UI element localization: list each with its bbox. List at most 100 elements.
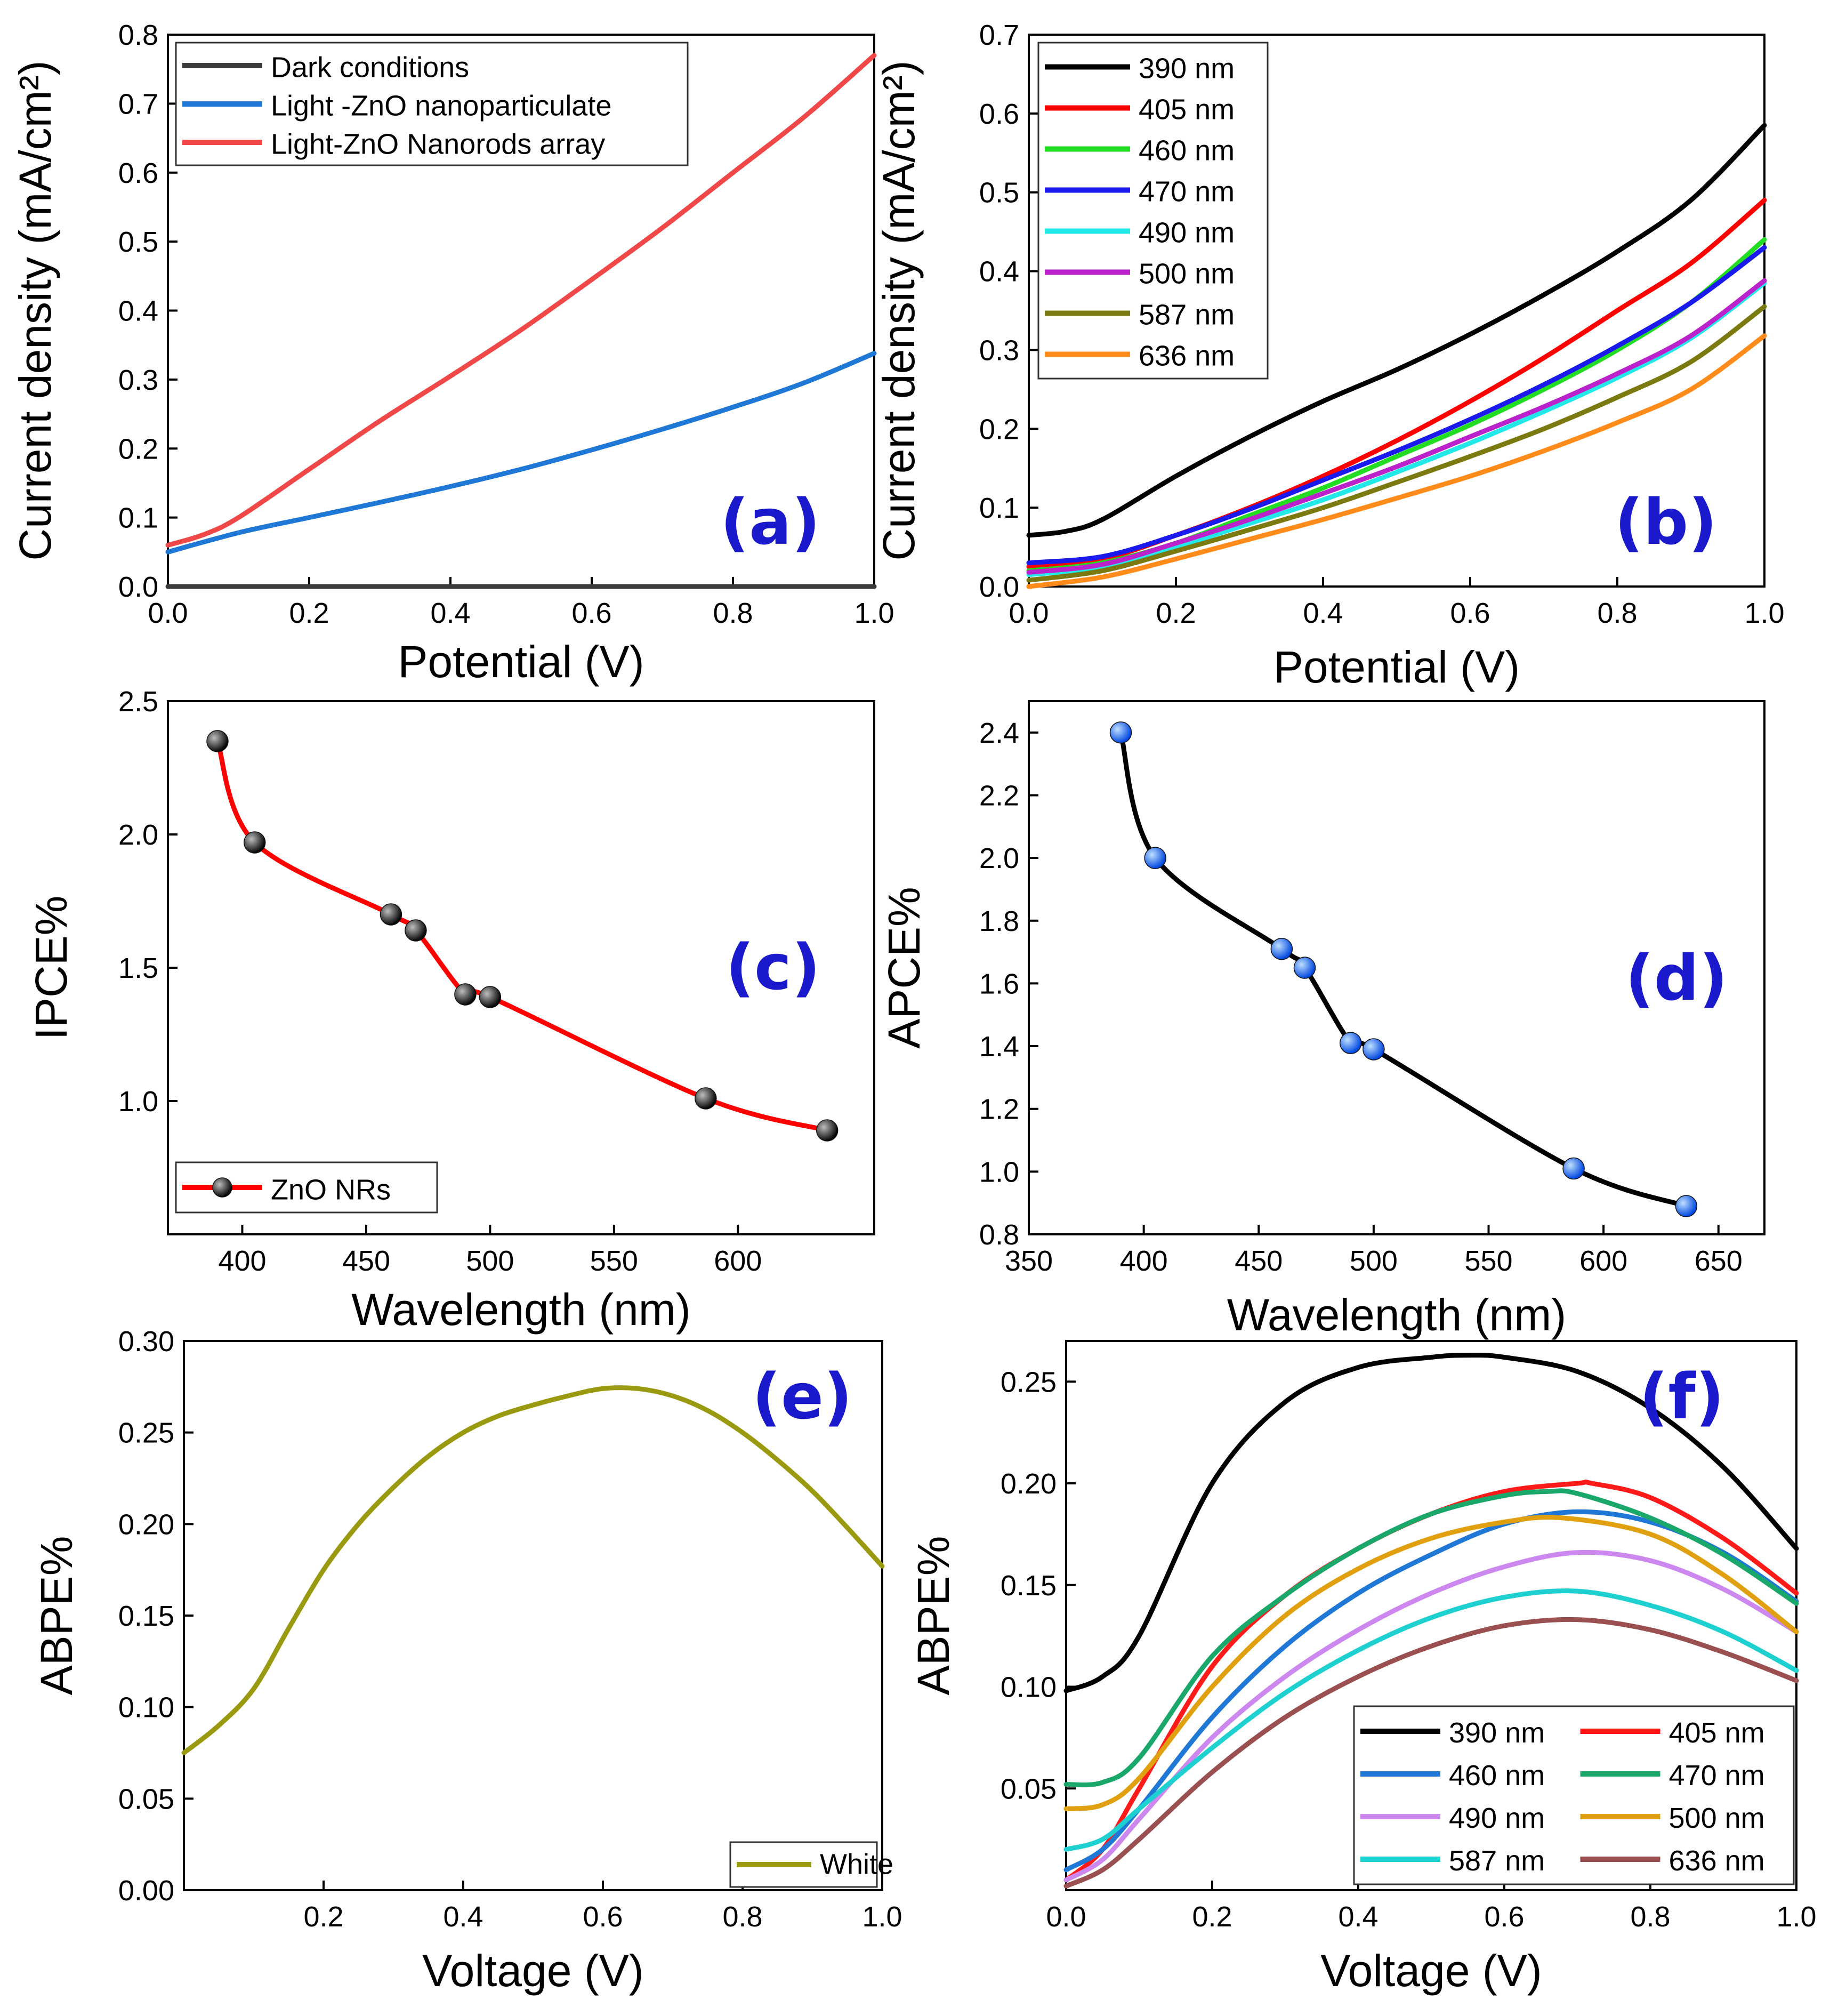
series-line xyxy=(1026,304,1767,583)
legend-label: 470 nm xyxy=(1139,175,1235,207)
y-tick-label: 0.05 xyxy=(1001,1773,1057,1805)
series-500-nm xyxy=(1063,1515,1799,1811)
series-line xyxy=(165,53,877,548)
series-white xyxy=(181,1385,885,1755)
x-tick-label: 550 xyxy=(590,1245,638,1277)
panel-e: 0.2 0.4 0.6 0.8 1.0 0.00 0.05 0.10 0.15 0.20 0.25 0… xyxy=(31,1326,902,1996)
y-tick-label: 2.2 xyxy=(979,780,1019,812)
series-470-nm xyxy=(1063,1488,1799,1788)
x-tick-label: 650 xyxy=(1695,1245,1743,1277)
legend-label: 587 nm xyxy=(1449,1845,1545,1877)
panel-b: 0.0 0.2 0.4 0.6 0.8 1.0 0.0 0.1 0.2 0.3 0.4 0.5 0.6 0… xyxy=(874,19,1785,692)
series-390-nm xyxy=(1026,123,1767,538)
legend-label: 500 nm xyxy=(1669,1802,1765,1834)
x-tick-label: 500 xyxy=(466,1245,514,1277)
series-line xyxy=(181,1385,885,1755)
series-500-nm xyxy=(1026,278,1767,575)
legend-label: ZnO NRs xyxy=(271,1174,391,1206)
legend-label: 460 nm xyxy=(1139,134,1235,166)
series-line xyxy=(1063,1617,1799,1889)
legend-label: 587 nm xyxy=(1139,299,1235,331)
x-axis-title: Potential (V) xyxy=(398,637,644,687)
series-587-nm xyxy=(1026,304,1767,583)
y-tick-label: 0.4 xyxy=(118,295,158,327)
x-tick-label: 0.6 xyxy=(1450,597,1490,629)
x-axis-title: Potential (V) xyxy=(1273,642,1520,692)
x-tick-label: 0.4 xyxy=(1303,597,1343,629)
panel-label: (a) xyxy=(720,485,820,559)
y-tick-label: 0.20 xyxy=(118,1508,174,1540)
y-tick-label: 0.1 xyxy=(979,492,1019,524)
series-light-zno-nanorods-array xyxy=(165,53,877,548)
y-axis-title: Current density (mA/cm²) xyxy=(10,60,60,560)
y-tick-label: 1.5 xyxy=(118,952,158,984)
x-tick-label: 0.4 xyxy=(430,597,470,629)
series-636-nm xyxy=(1063,1617,1799,1889)
data-point xyxy=(1675,1195,1698,1217)
series-line xyxy=(1063,1549,1799,1883)
legend-label: White xyxy=(820,1848,893,1880)
data-point xyxy=(1270,937,1293,960)
x-tick-label: 500 xyxy=(1350,1245,1398,1277)
y-axis-title: IPCE% xyxy=(26,896,76,1040)
x-tick-label: 1.0 xyxy=(862,1901,902,1933)
series-line xyxy=(1063,1515,1799,1811)
legend-label: Light -ZnO nanoparticulate xyxy=(271,90,611,122)
series-390-nm xyxy=(1063,1353,1799,1693)
series-490-nm xyxy=(1026,280,1767,577)
x-tick-label: 400 xyxy=(1120,1245,1168,1277)
legend-label: 470 nm xyxy=(1669,1760,1765,1792)
y-axis-title: APCE% xyxy=(879,887,929,1048)
y-tick-label: 1.8 xyxy=(979,905,1019,937)
panel-f: 0.0 0.2 0.4 0.6 0.8 1.0 0.05 0.10 0.15 0.20 0.25 Vo… xyxy=(908,1340,1817,1996)
x-tick-label: 550 xyxy=(1464,1245,1512,1277)
y-tick-label: 1.2 xyxy=(979,1094,1019,1126)
legend-label: Dark conditions xyxy=(271,52,469,84)
x-axis-title: Voltage (V) xyxy=(1320,1946,1542,1996)
legend-label: 390 nm xyxy=(1449,1717,1545,1749)
x-tick-label: 600 xyxy=(714,1245,762,1277)
series-line xyxy=(1063,1588,1799,1852)
series-587-nm xyxy=(1063,1588,1799,1852)
panel-label: (b) xyxy=(1615,485,1717,559)
data-point xyxy=(405,919,427,942)
x-tick-label: 0.6 xyxy=(1484,1901,1524,1933)
y-tick-label: 1.4 xyxy=(979,1031,1019,1063)
x-tick-label: 450 xyxy=(342,1245,390,1277)
y-tick-label: 0.1 xyxy=(118,502,158,534)
x-tick-label: 0.4 xyxy=(443,1901,483,1933)
series-light-zno-nanoparticulate xyxy=(165,351,877,555)
x-tick-label: 1.0 xyxy=(1744,597,1784,629)
panel-label: (f) xyxy=(1639,1360,1724,1433)
y-tick-label: 0.15 xyxy=(1001,1570,1057,1602)
data-point xyxy=(1293,957,1316,979)
panel-d-frame xyxy=(1028,700,1766,1235)
series-470-nm xyxy=(1026,245,1767,566)
panel-d: 350 400 450 500 550 600 650 0.8 1.0 1.2 1.4 1.6 1.8 2… xyxy=(879,700,1766,1340)
legend-label: 405 nm xyxy=(1139,93,1235,125)
data-point xyxy=(816,1119,839,1142)
y-tick-label: 0.30 xyxy=(118,1326,174,1358)
series-line xyxy=(1063,1353,1799,1693)
y-tick-label: 0.5 xyxy=(118,226,158,258)
x-tick-label: 0.8 xyxy=(722,1901,762,1933)
y-tick-label: 0.7 xyxy=(118,88,158,120)
y-tick-label: 2.0 xyxy=(979,842,1019,874)
x-tick-label: 0.2 xyxy=(289,597,329,629)
series-line xyxy=(1026,333,1767,589)
series-490-nm xyxy=(1063,1549,1799,1883)
legend-label: 390 nm xyxy=(1139,52,1235,84)
y-tick-label: 0.25 xyxy=(118,1417,174,1449)
legend-marker xyxy=(212,1177,232,1198)
x-tick-label: 1.0 xyxy=(854,597,894,629)
x-tick-label: 0.6 xyxy=(571,597,611,629)
x-tick-label: 0.2 xyxy=(303,1901,343,1933)
data-point xyxy=(1363,1038,1385,1061)
panel-label: (e) xyxy=(752,1360,852,1433)
y-tick-label: 0.15 xyxy=(118,1600,174,1632)
y-tick-label: 0.05 xyxy=(118,1783,174,1815)
panel-a: 0.0 0.2 0.4 0.6 0.8 1.0 0.0 0.1 0.2 0.3 0.4 0.5 0.6 0… xyxy=(10,19,894,687)
legend-label: 460 nm xyxy=(1449,1760,1545,1792)
data-point xyxy=(695,1087,717,1110)
